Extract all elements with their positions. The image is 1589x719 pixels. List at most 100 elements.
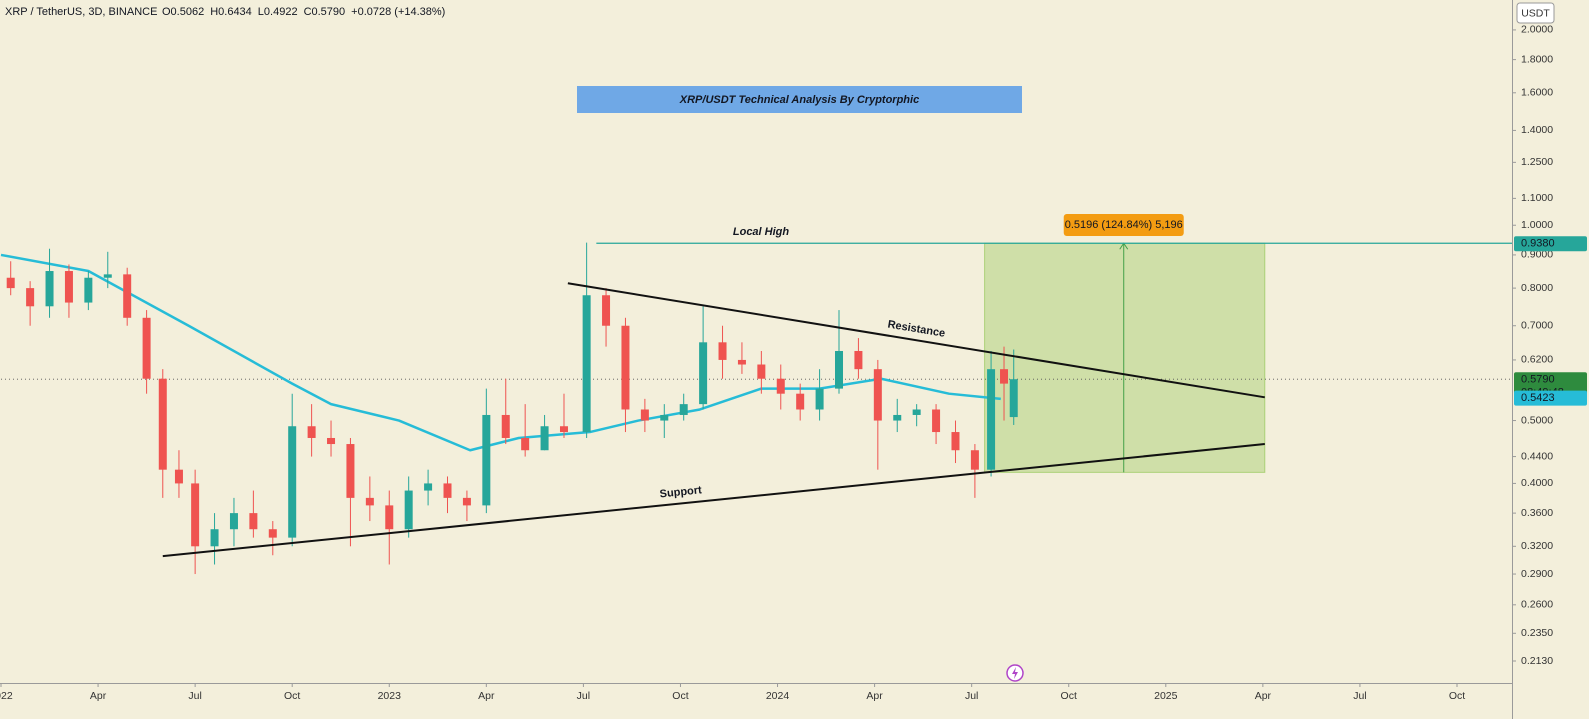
candle-body bbox=[835, 350, 844, 389]
candle-body bbox=[776, 378, 785, 394]
x-tick-label: Apr bbox=[90, 690, 107, 702]
chart-title: XRP/USDT Technical Analysis By Cryptorph… bbox=[679, 94, 919, 106]
candle-body bbox=[123, 274, 132, 318]
candle-body bbox=[640, 409, 649, 421]
y-tick-label: 0.3600 bbox=[1521, 507, 1553, 519]
candle-body bbox=[1000, 369, 1009, 384]
candle-body bbox=[346, 444, 355, 498]
candle-body bbox=[540, 426, 549, 451]
candle-body bbox=[424, 483, 433, 491]
x-tick-label: Oct bbox=[672, 690, 688, 702]
x-tick-label: Apr bbox=[866, 690, 883, 702]
x-tick-label: 2024 bbox=[766, 690, 790, 702]
x-tick-label: Apr bbox=[1255, 690, 1272, 702]
price-label: 0.9380 bbox=[1521, 238, 1555, 250]
candle-body bbox=[912, 409, 921, 415]
x-tick-label: Jul bbox=[1353, 690, 1366, 702]
candle-body bbox=[45, 271, 54, 307]
y-tick-label: 1.6000 bbox=[1521, 87, 1553, 99]
candle-body bbox=[951, 432, 960, 451]
candle-body bbox=[582, 295, 591, 433]
y-tick-label: 1.4000 bbox=[1521, 124, 1553, 136]
candle-body bbox=[621, 325, 630, 410]
candle-body bbox=[854, 350, 863, 370]
trendline-label: Support bbox=[659, 484, 702, 500]
candle-body bbox=[1009, 379, 1018, 418]
candle-body bbox=[521, 437, 530, 451]
x-tick-label: 2023 bbox=[378, 690, 402, 702]
candle-body bbox=[815, 388, 824, 410]
candle-body bbox=[893, 414, 902, 421]
candle-body bbox=[385, 505, 394, 530]
target-label-box bbox=[1063, 214, 1184, 236]
y-tick-label: 0.3200 bbox=[1521, 540, 1553, 552]
y-tick-label: 0.9000 bbox=[1521, 249, 1553, 261]
x-tick-label: Oct bbox=[1449, 690, 1465, 702]
ohlc-value: H0.6434 bbox=[210, 6, 252, 18]
candle-body bbox=[268, 529, 277, 538]
ohlc-value: +0.0728 (+14.38%) bbox=[351, 6, 445, 18]
trendline bbox=[567, 282, 1265, 399]
x-tick-label: Apr bbox=[478, 690, 495, 702]
target-label: 0.5196 (124.84%) 5,196 bbox=[1065, 219, 1183, 231]
candle-body bbox=[365, 497, 374, 506]
price-label: 0.5423 bbox=[1521, 392, 1555, 404]
y-tick-label: 0.8000 bbox=[1521, 282, 1553, 294]
candle-body bbox=[482, 414, 491, 506]
candle-body bbox=[699, 342, 708, 405]
y-tick-label: 1.2500 bbox=[1521, 156, 1553, 168]
y-tick-label: 0.2130 bbox=[1521, 655, 1553, 667]
ohlc-value: L0.4922 bbox=[258, 6, 298, 18]
y-tick-label: 1.1000 bbox=[1521, 192, 1553, 204]
candle-body bbox=[443, 483, 452, 498]
y-tick-label: 0.6200 bbox=[1521, 354, 1553, 366]
candle-body bbox=[210, 529, 219, 547]
y-tick-label: 0.5000 bbox=[1521, 414, 1553, 426]
candle-body bbox=[158, 378, 167, 470]
y-tick-label: 0.7000 bbox=[1521, 320, 1553, 332]
candle-body bbox=[970, 450, 979, 470]
candle-body bbox=[191, 483, 200, 547]
y-tick-label: 0.4000 bbox=[1521, 477, 1553, 489]
candle-body bbox=[987, 369, 996, 470]
candle-body bbox=[6, 277, 15, 289]
candle-body bbox=[932, 409, 941, 433]
y-tick-label: 1.8000 bbox=[1521, 53, 1553, 65]
ohlc-value: O0.5062 bbox=[162, 6, 204, 18]
candle-body bbox=[103, 274, 112, 278]
candle-body bbox=[679, 404, 688, 415]
candle-body bbox=[559, 426, 568, 433]
ohlc-value: C0.5790 bbox=[304, 6, 346, 18]
y-tick-label: 0.4400 bbox=[1521, 450, 1553, 462]
y-tick-label: 0.2900 bbox=[1521, 568, 1553, 580]
y-tick-label: 2.0000 bbox=[1521, 24, 1553, 36]
y-tick-label: 1.0000 bbox=[1521, 219, 1553, 231]
trendline bbox=[162, 443, 1265, 558]
flash-bolt bbox=[1012, 667, 1018, 679]
currency-box bbox=[1516, 2, 1555, 24]
x-tick-label: Jul bbox=[577, 690, 590, 702]
y-tick-label: 0.2600 bbox=[1521, 599, 1553, 611]
price-label: 0.5790 bbox=[1521, 374, 1555, 386]
candle-body bbox=[404, 490, 413, 530]
candle-body bbox=[307, 426, 316, 438]
candle-body bbox=[757, 364, 766, 379]
candle-body bbox=[718, 342, 727, 360]
title-box bbox=[577, 86, 1022, 113]
candle-body bbox=[174, 469, 183, 484]
candle-body bbox=[84, 277, 93, 303]
candle-body bbox=[602, 295, 611, 326]
candle-body bbox=[229, 513, 238, 530]
candle-body bbox=[327, 437, 336, 445]
candle-body bbox=[737, 359, 746, 365]
candle-body bbox=[660, 414, 669, 421]
price-label-box bbox=[1514, 236, 1587, 252]
candle-body bbox=[288, 426, 297, 538]
y-tick-label: 0.2350 bbox=[1521, 627, 1553, 639]
ohlc-info: O0.5062 H0.6434 L0.4922 C0.5790 +0.0728 (+14… bbox=[162, 6, 445, 18]
candle-body bbox=[462, 497, 471, 506]
candle-body bbox=[501, 414, 510, 438]
